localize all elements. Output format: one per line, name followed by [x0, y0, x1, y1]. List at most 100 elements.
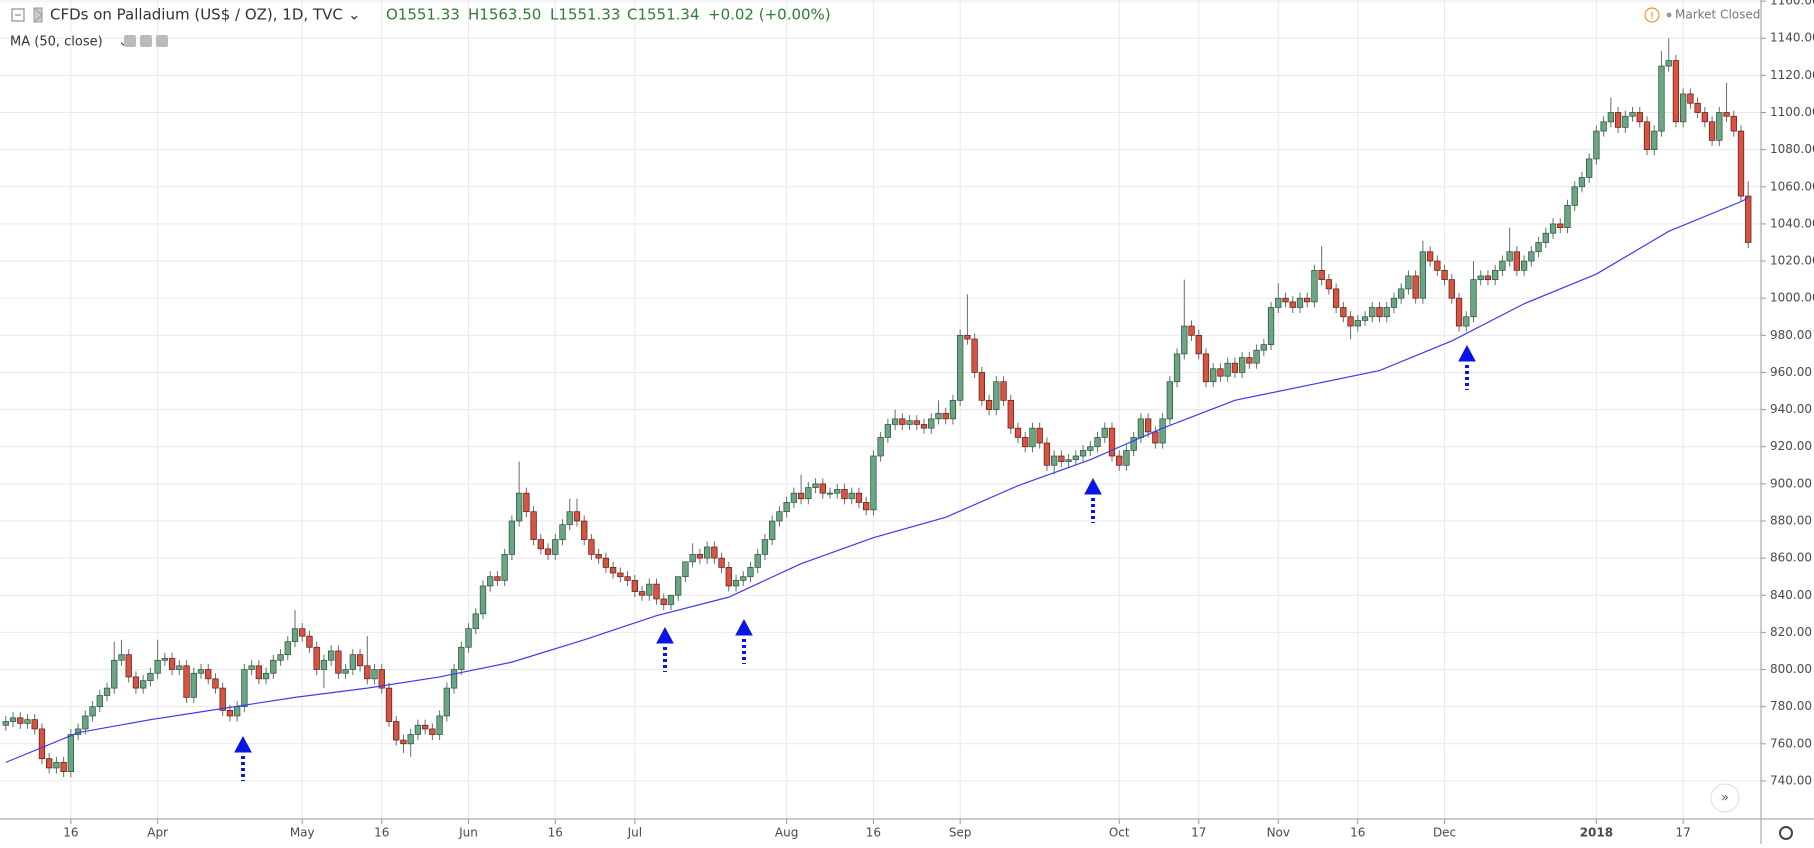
candle-body-up — [559, 524, 566, 540]
candle-body-up — [1173, 353, 1181, 383]
candle-body-down — [1737, 130, 1745, 197]
ohlc-low: L1551.33 — [550, 6, 620, 24]
candle-body-down — [1304, 297, 1311, 303]
candle-body-down — [1376, 307, 1383, 318]
ohlc-close: C1551.34 — [627, 6, 700, 24]
candle-body-up — [1224, 362, 1231, 377]
x-tick-label: Nov — [1267, 826, 1290, 840]
indicator-remove[interactable] — [156, 35, 168, 47]
candle-body-down — [1614, 112, 1622, 128]
y-tick-label: 960.00 — [1770, 365, 1812, 379]
candle-body-up — [552, 539, 559, 555]
x-tick-label: 16 — [374, 826, 389, 840]
indicator-label[interactable]: MA (50, close) — [10, 35, 103, 50]
dropdown-caret[interactable]: ⌄ — [348, 6, 361, 24]
x-tick-label: Jul — [627, 826, 642, 840]
status-icon[interactable] — [1644, 7, 1660, 23]
candle-body-down — [125, 654, 132, 678]
candle-body-up — [566, 511, 573, 526]
candle-body-down — [378, 669, 385, 689]
candle-body-up — [1354, 320, 1361, 327]
candle-body-down — [638, 591, 646, 596]
plot — [2, 38, 1752, 778]
y-tick-label: 1020.00 — [1770, 254, 1814, 268]
candle-body-down — [1043, 442, 1051, 466]
candle-body-down — [1116, 455, 1123, 466]
ohlc-high: H1563.50 — [468, 6, 541, 24]
y-tick-label: 860.00 — [1770, 551, 1812, 565]
x-tick-label: 16 — [548, 826, 563, 840]
candle-body-up — [761, 539, 769, 555]
y-tick-label: 760.00 — [1770, 736, 1812, 750]
candle-body-up — [935, 412, 942, 420]
candle-body-up — [190, 672, 197, 698]
arrow-head — [1458, 344, 1476, 362]
candle-body-up — [2, 721, 9, 726]
candle-body-up — [1629, 112, 1636, 117]
y-tick-label: 820.00 — [1770, 625, 1812, 639]
candle-body-up — [1470, 279, 1477, 318]
candle-body-up — [89, 706, 96, 717]
indicator-eye[interactable] — [124, 35, 136, 47]
candle-body-down — [1000, 381, 1007, 401]
candle-body-down — [1195, 334, 1202, 355]
candle-body-up — [320, 659, 328, 670]
candle-body-up — [906, 420, 913, 425]
y-tick-label: 1060.00 — [1770, 179, 1814, 193]
candle-body-down — [588, 539, 595, 555]
candle-body-up — [1130, 437, 1137, 451]
scroll-button[interactable] — [1710, 783, 1740, 813]
candle-body-up — [1029, 427, 1036, 448]
candle-body-down — [1745, 195, 1752, 243]
candle-body-up — [776, 511, 783, 522]
candle-body-down — [38, 728, 46, 760]
settings-gear[interactable] — [1779, 826, 1793, 840]
candle-body-down — [863, 502, 870, 511]
candle-body-up — [1607, 112, 1615, 123]
status-icon-mark: ! — [1650, 11, 1654, 22]
candle-body-up — [1123, 450, 1130, 466]
candle-body-down — [581, 520, 588, 540]
candle-body-down — [212, 678, 219, 689]
candle-body-down — [544, 548, 552, 555]
candle-body-down — [841, 489, 848, 500]
y-tick-label: 1160.00 — [1770, 0, 1814, 8]
candle-body-up — [1549, 223, 1557, 234]
candle-body-up — [154, 659, 161, 674]
y-tick-label: 920.00 — [1770, 439, 1812, 453]
collapse-icon[interactable] — [11, 8, 25, 22]
candle-body-down — [306, 635, 313, 648]
candle-body-up — [371, 669, 378, 680]
candle-body-up — [826, 492, 834, 495]
arrow-head — [735, 618, 753, 636]
candle-body-up — [1535, 242, 1542, 253]
candle-body-down — [364, 665, 371, 680]
candle-body-up — [472, 613, 479, 630]
candle-body-up — [1137, 418, 1145, 438]
dropdown-caret[interactable]: ⌄ — [118, 35, 129, 50]
candle-body-up — [479, 585, 487, 615]
candle-body-up — [161, 658, 169, 661]
candle-body-down — [718, 557, 725, 568]
candle-body-down — [819, 483, 826, 494]
candle-body-up — [1716, 112, 1723, 141]
candle-body-down — [913, 420, 920, 425]
candle-body-up — [732, 580, 740, 587]
candle-body-down — [1636, 112, 1643, 123]
indicator-settings[interactable] — [140, 35, 152, 47]
candle-body-up — [1369, 307, 1376, 318]
y-tick-label: 780.00 — [1770, 699, 1812, 713]
candle-body-up — [949, 399, 957, 420]
candle-body-up — [957, 334, 964, 401]
symbol-title[interactable]: CFDs on Palladium (US$ / OZ), 1D, TVC — [50, 6, 343, 24]
x-tick-label: 16 — [63, 826, 78, 840]
x-tick-label: 2018 — [1580, 826, 1613, 840]
candle-body-down — [1289, 301, 1296, 308]
candle-body-down — [1144, 418, 1152, 433]
candle-body-up — [450, 669, 458, 689]
candle-body-up — [1050, 455, 1058, 466]
candle-body-down — [1347, 316, 1354, 327]
candle-body-up — [458, 646, 465, 670]
